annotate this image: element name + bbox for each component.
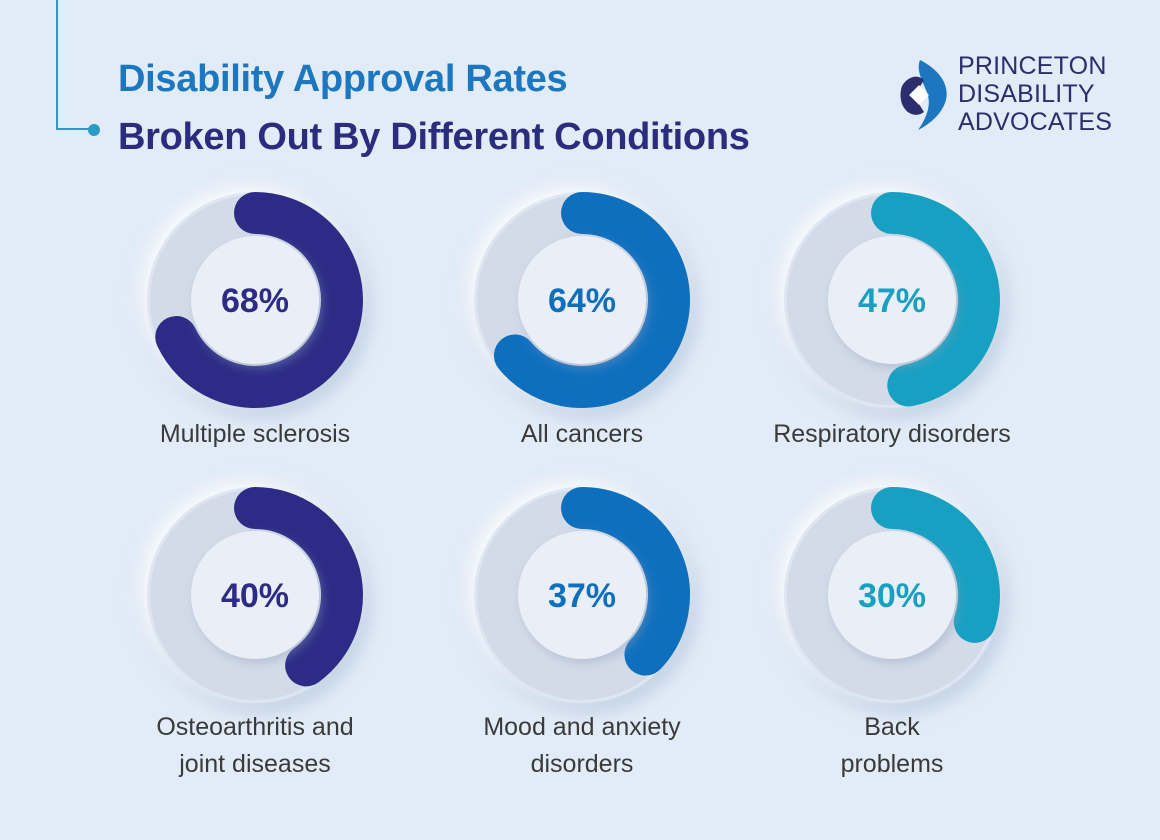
donut-value-label: 68% [221, 282, 289, 320]
donut-all-cancers: 64% All cancers [474, 192, 690, 448]
donut-center [828, 236, 956, 364]
donut-progress-arc [493, 192, 690, 408]
donut-category-label: Respiratory disorders [773, 420, 1011, 448]
donut-center [191, 236, 319, 364]
logo-line-1: PRINCETON [958, 52, 1107, 80]
donut-category-label: joint diseases [178, 750, 330, 778]
logo-mark-icon [900, 60, 947, 130]
donut-progress-arc [234, 487, 363, 687]
donut-center [518, 236, 646, 364]
donut-value-label: 40% [221, 577, 289, 615]
princeton-logo: PRINCETON DISABILITY ADVOCATES [896, 52, 1116, 142]
donut-progress-arc [871, 487, 1000, 643]
donut-category-label: Multiple sclerosis [160, 420, 350, 448]
donut-respiratory-disorders: 47% Respiratory disorders [773, 192, 1011, 448]
decorative-dot [88, 124, 100, 136]
logo-wordmark: PRINCETON DISABILITY ADVOCATES [958, 52, 1112, 136]
donut-progress-arc [871, 192, 1000, 407]
logo-line-2: DISABILITY [958, 80, 1095, 108]
donut-multiple-sclerosis: 68% Multiple sclerosis [147, 192, 363, 448]
donut-mood-and-anxiety-disorders: 37% Mood and anxiety disorders [474, 487, 690, 778]
donut-center [828, 531, 956, 659]
page-title: Disability Approval Rates Broken Out By … [118, 50, 750, 166]
donut-value-label: 64% [548, 282, 616, 320]
title-line-1: Disability Approval Rates [118, 58, 568, 100]
donut-category-label: Mood and anxiety [483, 713, 681, 741]
donut-progress-arc [155, 192, 363, 408]
donut-back-problems: 30% Back problems [784, 487, 1000, 778]
donut-center [191, 531, 319, 659]
donut-value-label: 47% [858, 282, 926, 320]
donut-value-label: 30% [858, 577, 926, 615]
decorative-bracket-line [56, 0, 94, 130]
donut-category-label: disorders [531, 750, 634, 778]
donut-progress-arc [561, 487, 690, 676]
logo-line-3: ADVOCATES [958, 108, 1113, 136]
donut-center [518, 531, 646, 659]
donut-category-label: Back [864, 713, 920, 741]
donut-value-label: 37% [548, 577, 616, 615]
donut-category-label: Osteoarthritis and [156, 713, 353, 741]
donut-category-label: All cancers [521, 420, 643, 448]
donut-category-label: problems [841, 750, 944, 778]
title-line-2: Broken Out By Different Conditions [118, 116, 750, 158]
donut-osteoarthritis-and-joint-diseases: 40% Osteoarthritis and joint diseases [147, 487, 363, 778]
